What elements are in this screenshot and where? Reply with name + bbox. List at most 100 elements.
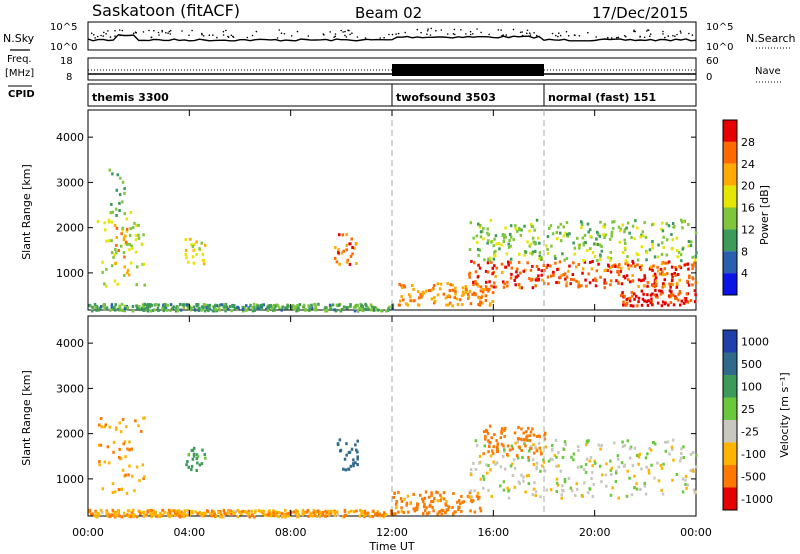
velocity-cell	[138, 479, 141, 483]
power-cell	[665, 253, 669, 257]
velocity-cell	[623, 444, 627, 448]
power-cell	[486, 270, 490, 274]
power-cell	[307, 304, 310, 308]
nsearch-point	[647, 29, 649, 31]
velocity-cell	[306, 508, 310, 512]
velocity-cell	[654, 442, 657, 446]
power-cell	[135, 283, 138, 287]
power-cell	[489, 302, 492, 306]
velocity-cell	[525, 435, 528, 439]
velocity-cell	[609, 493, 613, 497]
power-cell	[687, 244, 690, 248]
velocity-cell	[563, 478, 567, 481]
velocity-cell	[509, 464, 513, 468]
power-cell	[334, 246, 337, 250]
velocity-cell	[329, 511, 333, 515]
nsearch-point	[100, 34, 102, 37]
velocity-cell	[496, 449, 499, 453]
velocity-cell	[516, 456, 520, 460]
velocity-cell	[576, 445, 580, 449]
power-cell	[218, 308, 221, 312]
nsearch-point	[639, 35, 641, 38]
power-cell	[150, 303, 154, 307]
power-cell	[662, 235, 665, 239]
power-cell	[565, 257, 569, 261]
power-cell	[656, 295, 659, 299]
velocity-cell	[328, 513, 331, 517]
power-cell	[631, 259, 634, 263]
power-cell	[686, 262, 689, 266]
power-cell	[663, 267, 666, 271]
velocity-cell	[416, 503, 420, 506]
velocity-cell	[638, 452, 641, 456]
nsearch-point	[333, 36, 336, 38]
nsearch-point	[167, 32, 169, 34]
power-cell	[391, 305, 395, 309]
power-cell	[130, 244, 133, 248]
nsearch-point	[426, 30, 429, 32]
velocity-cell	[586, 440, 589, 444]
power-cell	[123, 265, 126, 269]
velocity-ylabel: Slant Range [km]	[20, 370, 33, 466]
nsearch-point	[691, 34, 694, 36]
power-cell	[658, 289, 661, 293]
velocity-cell	[234, 510, 237, 514]
velocity-cell	[430, 493, 433, 497]
power-cell	[108, 168, 112, 172]
power-cell	[252, 302, 256, 306]
velocity-cell	[412, 492, 415, 496]
velocity-cell	[635, 487, 639, 491]
power-cell	[656, 265, 659, 269]
power-cell	[518, 252, 521, 256]
power-cell	[546, 275, 550, 279]
power-cell	[643, 299, 647, 303]
velocity-cell	[457, 505, 460, 509]
velocity-cell	[490, 494, 493, 498]
velocity-cell	[180, 512, 183, 516]
y-tick-label: 2000	[56, 428, 84, 441]
power-cell	[617, 273, 621, 277]
power-cell	[662, 246, 665, 249]
velocity-cell	[190, 509, 193, 513]
velocity-cell	[580, 465, 583, 469]
power-cell	[590, 267, 594, 271]
power-cell	[411, 284, 414, 287]
velocity-cell	[223, 511, 226, 515]
velocity-cell	[132, 515, 135, 519]
power-cell	[481, 290, 485, 294]
cpid-segment-label: twofsound 3503	[396, 91, 496, 104]
velocity-cell	[452, 492, 455, 495]
velocity-cell	[339, 448, 343, 452]
velocity-cell	[121, 418, 125, 421]
velocity-cell	[605, 484, 608, 488]
power-cell	[559, 231, 562, 235]
power-cell	[526, 261, 529, 265]
power-cell	[670, 290, 673, 294]
nsearch-point	[132, 32, 135, 35]
velocity-cell	[194, 510, 197, 514]
power-cell	[181, 303, 185, 307]
power-cell	[547, 282, 550, 286]
velocity-cell	[482, 430, 486, 434]
nsearch-point	[646, 30, 648, 32]
x-tick-label: 12:00	[376, 526, 408, 539]
velocity-cell	[185, 463, 188, 467]
velocity-cell	[539, 449, 543, 453]
power-cell	[370, 307, 374, 311]
noise-trace	[87, 27, 697, 42]
velocity-cell	[191, 448, 195, 452]
nsearch-point	[469, 30, 472, 33]
power-cell	[531, 277, 534, 281]
velocity-cell	[138, 510, 141, 514]
velocity-cell	[500, 442, 504, 446]
power-cell	[123, 212, 126, 216]
power-cell	[436, 293, 440, 297]
power-cell	[487, 289, 490, 293]
power-cell	[594, 284, 598, 288]
velocity-cell	[124, 473, 127, 477]
power-cell	[632, 304, 635, 308]
velocity-cell	[555, 455, 558, 459]
velocity-cell	[681, 477, 685, 481]
velocity-cell	[508, 448, 512, 452]
power-colorbar-title: Power [dB]	[758, 185, 771, 245]
